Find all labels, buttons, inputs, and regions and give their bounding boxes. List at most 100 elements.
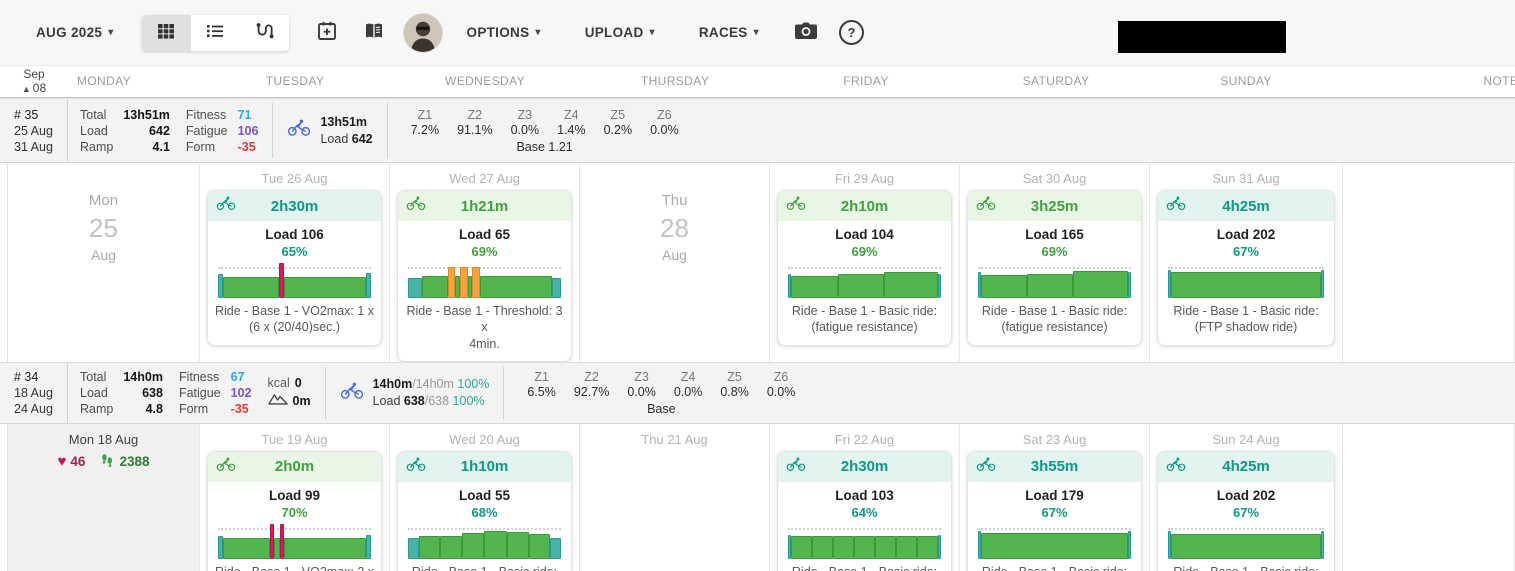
notes-cell[interactable] [1343,163,1515,362]
week-energy: kcal 0 0m [268,375,311,410]
zone-label: Z3 [517,108,533,122]
bike-icon [406,196,426,215]
screenshot-button[interactable] [789,15,823,50]
help-button[interactable]: ? [835,16,868,49]
day-cell[interactable]: Sun 31 Aug 4h25m Load 202 67% Ride - Base 1 … [1150,163,1343,362]
divider [386,103,388,158]
left-gutter [0,423,8,571]
training-plan-button[interactable] [357,15,391,50]
day-cell[interactable]: Fri 29 Aug 2h10m Load 104 69% Ride - Base 1 … [770,163,960,362]
power-segment [440,535,462,559]
day-cell[interactable]: Thu 21 Aug [580,423,770,571]
upload-label: UPLOAD [584,25,644,40]
power-segment [283,538,367,559]
power-segment [459,267,468,298]
scroll-to-week-control[interactable]: Sep ▲ 08 [12,67,56,96]
zone-label: Z3 [634,370,649,385]
day-header: Fri 22 Aug [834,431,895,447]
zone-label: Z6 [657,108,672,122]
races-menu[interactable]: RACES ▾ [695,19,763,46]
week-totals: Total 13h51m Load 642 Ramp 4.1 [80,107,170,155]
workout-title: Ride - Base 1 - Basic ride:(FTP shadow r… [1164,564,1328,571]
metric-value: 102 [230,385,252,400]
weekday-label: SATURDAY [1022,74,1090,88]
workout-duration: 2h0m [274,458,315,476]
power-segment [981,274,1027,298]
day-header: Tue 19 Aug [261,431,328,447]
day-cell[interactable]: Mon 25 Aug [8,163,200,362]
day-cell[interactable]: Sat 30 Aug 3h25m Load 165 69% Ride - Base 1 … [960,163,1150,362]
workout-duration: 1h10m [460,458,509,476]
add-event-button[interactable] [311,15,343,50]
workout-card[interactable]: 3h25m Load 165 69% Ride - Base 1 - Basic ri… [967,190,1142,346]
workout-intensity-pct: 69% [471,244,498,259]
workout-card[interactable]: 2h30m Load 106 65% Ride - Base 1 - VO2max: … [207,190,382,346]
workout-intensity-pct: 67% [1232,244,1260,259]
total-value: 13h51m [123,107,170,122]
total-value: 14h0m [123,369,163,384]
zone-value: 0.8% [720,385,749,400]
total-label: Total [80,369,107,384]
route-icon [253,21,275,44]
workout-card[interactable]: 1h21m Load 65 69% Ride - Base 1 - Threshold… [397,190,572,362]
zone-label: Z5 [610,108,626,122]
ride-summary-text: 14h0m [372,376,413,391]
workout-card-header: 3h25m [968,191,1141,221]
day-cell[interactable]: Tue 26 Aug 2h30m Load 106 65% Ride - Base 1 … [200,163,390,362]
week-number[interactable]: # 35 [14,107,39,122]
bike-icon [216,196,236,215]
upload-menu[interactable]: UPLOAD ▾ [581,19,659,46]
ride-summary-text: /14h0m [412,376,454,391]
workout-load: Load 106 [265,227,324,242]
user-avatar[interactable] [402,12,443,53]
zone-value: 0.0% [650,123,679,137]
calendar-grid-view-button[interactable] [141,14,191,51]
bike-icon [976,196,996,215]
week-ride-summary: 14h0m/14h0m 100% Load 638/638 100% [340,376,489,410]
week-number[interactable]: # 34 [14,369,39,384]
list-view-button[interactable] [190,14,240,51]
notes-cell[interactable] [1343,423,1515,571]
power-segment [978,531,982,559]
zone-value: 0.0% [627,385,656,400]
power-segment [791,275,839,298]
workout-load: Load 104 [835,227,894,242]
wellness-metrics: ♥ 46 2388 [8,453,199,471]
power-segment [978,272,982,298]
workout-card[interactable]: 2h10m Load 104 69% Ride - Base 1 - Basic ri… [777,190,952,346]
total-label: Ramp [80,139,114,154]
month-selector[interactable]: AUG 2025 ▾ [32,19,118,46]
day-cell[interactable]: Wed 27 Aug 1h21m Load 65 69% Ride - Base 1 -… [390,163,580,362]
week-totals: Total 14h0m Load 638 Ramp 4.8 [80,369,163,417]
power-segment [1127,272,1131,298]
power-segment [218,536,223,559]
ride-summary-lines: 13h51m Load 642 [320,114,372,148]
options-menu[interactable]: OPTIONS ▾ [463,19,545,46]
workout-title-line2: 4min. [469,336,500,351]
workout-card-header: 1h21m [398,191,571,221]
corner-day: 08 [32,81,47,95]
workout-card-header: 4h25m [1158,451,1334,482]
day-number: 25 [89,213,118,244]
resting-hr-value: 46 [70,454,86,470]
route-view-button[interactable] [239,14,289,51]
workout-load: Load 103 [835,487,894,503]
workout-title: Ride - Base 1 - Basic ride: (fatigue resi… [974,303,1135,336]
power-segment [937,535,941,559]
day-cell[interactable]: Thu 28 Aug [580,163,770,362]
power-segment [1168,531,1172,559]
day-cell[interactable]: Mon 18 Aug ♥ 46 2388 [8,423,200,571]
workout-load: Load 179 [1025,487,1084,503]
